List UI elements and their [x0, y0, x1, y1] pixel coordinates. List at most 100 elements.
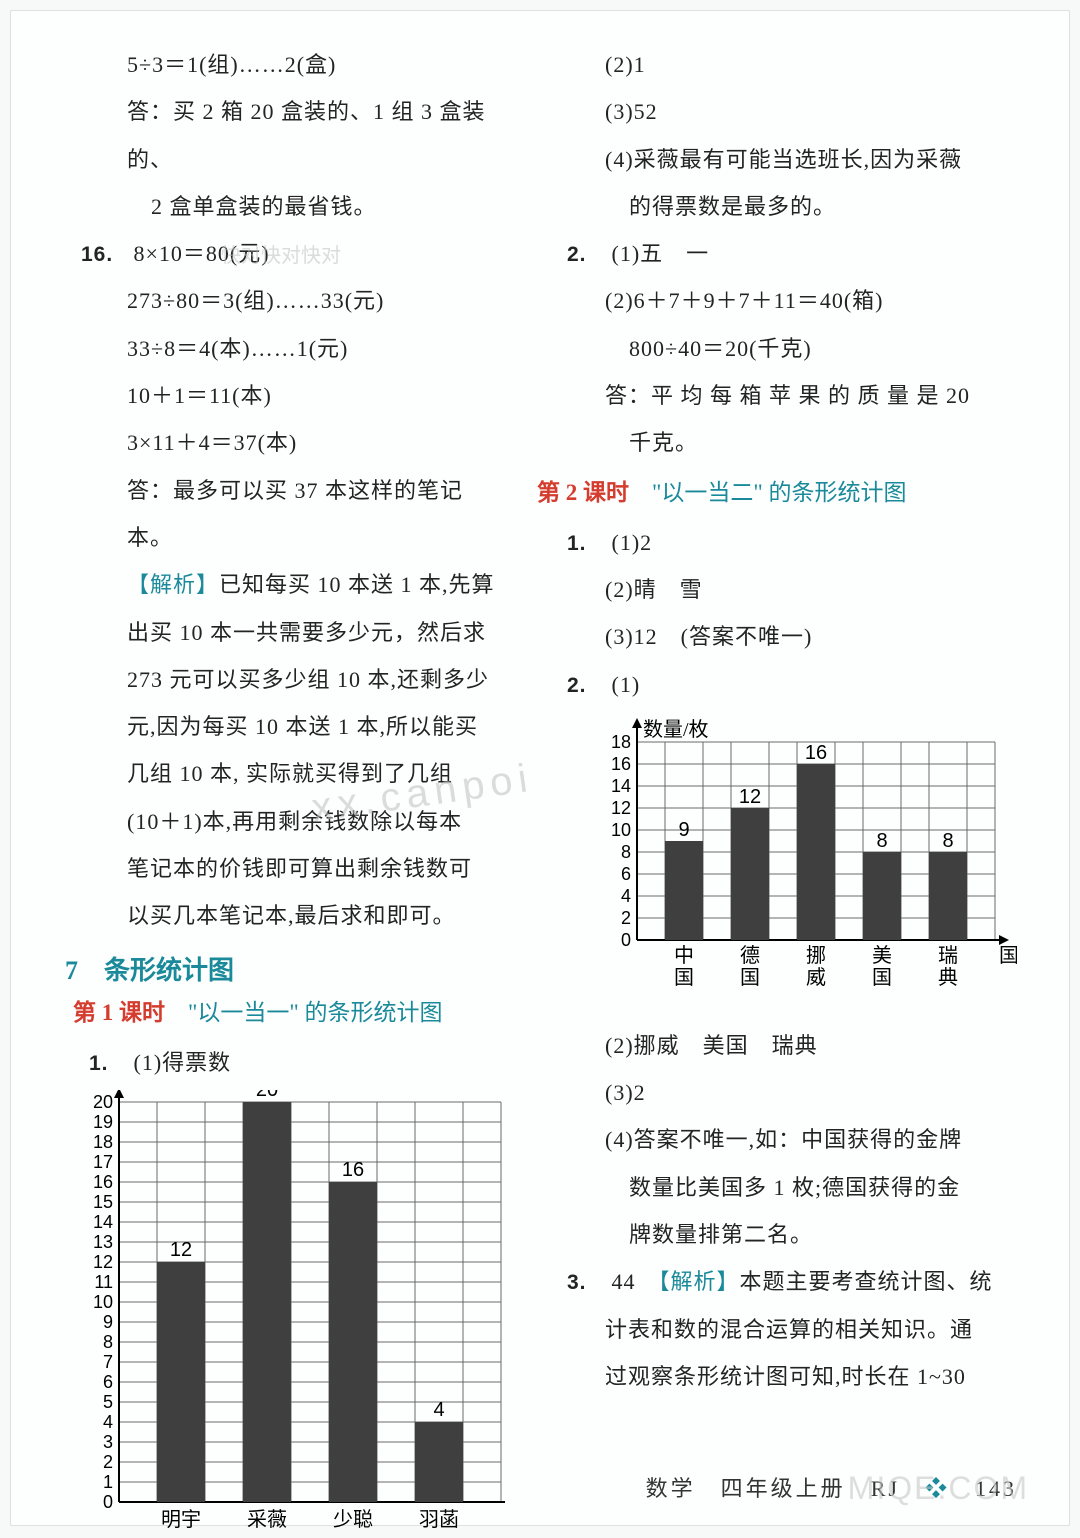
svg-text:美: 美 — [872, 944, 892, 967]
text-line: (4)采薇最有可能当选班长,因为采薇 — [557, 136, 1017, 183]
question-number: 1. — [567, 521, 605, 566]
text-line: 800÷40＝20(千克) — [557, 325, 1017, 372]
svg-text:12: 12 — [739, 786, 761, 808]
section-title: 7 条形统计图 — [65, 950, 505, 987]
analysis-line: 【解析】已知每买 10 本送 1 本,先算 — [79, 561, 505, 608]
svg-text:挪: 挪 — [806, 944, 826, 967]
text-line: (3)52 — [557, 88, 1017, 135]
text-line: 答：买 2 箱 20 盒装的、1 组 3 盒装的、 — [79, 88, 505, 183]
lesson-number: 第 2 课时 — [537, 480, 629, 505]
svg-text:12: 12 — [170, 1239, 192, 1261]
svg-text:12: 12 — [611, 798, 631, 818]
svg-text:7: 7 — [103, 1352, 113, 1372]
page-footer: 数学 四年级上册 RJ ❖ 143 — [646, 1471, 1017, 1503]
text-line: 答：最多可以买 37 本这样的笔记本。 — [79, 467, 505, 562]
text-line: 元,因为每买 10 本送 1 本,所以能买 — [79, 703, 505, 750]
text-line: (2)晴 雪 — [557, 566, 1017, 613]
svg-text:17: 17 — [93, 1152, 113, 1172]
text-line: 10＋1＝11(本) — [79, 372, 505, 419]
text-line: 1. (1)得票数 — [79, 1039, 505, 1086]
right-column: (2)1 (3)52 (4)采薇最有可能当选班长,因为采薇 的得票数是最多的。 … — [537, 41, 1047, 1505]
text-line: 笔记本的价钱即可算出剩余钱数可 — [79, 845, 505, 892]
text: (1)五 一 — [612, 241, 710, 266]
lesson-title: 第 2 课时 "以一当二" 的条形统计图 — [537, 473, 1017, 507]
svg-text:20: 20 — [93, 1092, 113, 1112]
svg-text:10: 10 — [93, 1292, 113, 1312]
analysis-label: 【解析】 — [127, 572, 219, 597]
footer-grade: 四年级上册 — [721, 1476, 846, 1501]
svg-text:8: 8 — [876, 830, 887, 852]
text: 已知每买 10 本送 1 本,先算 — [219, 572, 495, 597]
svg-text:国: 国 — [872, 967, 892, 989]
lesson-number: 第 1 课时 — [73, 1000, 165, 1025]
question-number: 2. — [567, 663, 605, 708]
text-line: 几组 10 本, 实际就买得到了几组 — [79, 750, 505, 797]
question-number: 2. — [567, 232, 605, 277]
svg-text:数量/枚: 数量/枚 — [643, 718, 709, 741]
svg-text:13: 13 — [93, 1232, 113, 1252]
text-line: 过观察条形统计图可知,时长在 1~30 — [557, 1353, 1017, 1400]
svg-text:8: 8 — [942, 830, 953, 852]
text-line: 出买 10 本一共需要多少元，然后求 — [79, 609, 505, 656]
bar-chart-votes: 1234567891011121314151617181920012明宇20采薇… — [75, 1090, 505, 1538]
text-line: 3. 44 【解析】本题主要考查统计图、统 — [557, 1258, 1017, 1305]
footer-edition: RJ — [871, 1476, 900, 1501]
svg-text:羽菡: 羽菡 — [419, 1508, 459, 1531]
text: (1) — [612, 672, 641, 697]
svg-text:中: 中 — [674, 944, 694, 967]
text-line: 的得票数是最多的。 — [557, 183, 1017, 230]
question-number: 16. — [81, 232, 127, 277]
text-line: 2. (1) — [557, 661, 1017, 708]
text-line: 数量比美国多 1 枚;德国获得的金 — [557, 1164, 1017, 1211]
page: 5÷3＝1(组)……2(盒) 答：买 2 箱 20 盒装的、1 组 3 盒装的、… — [10, 10, 1070, 1526]
text-line: 273 元可以买多少组 10 本,还剩多少 — [79, 656, 505, 703]
question-number: 3. — [567, 1260, 605, 1305]
lesson-name: "以一当一" 的条形统计图 — [165, 1000, 443, 1025]
svg-text:采薇: 采薇 — [247, 1508, 287, 1531]
text: 44 — [612, 1269, 659, 1294]
text-line: (2)6＋7＋9＋7＋11＝40(箱) — [557, 277, 1017, 324]
text-line: 以买几本笔记本,最后求和即可。 — [79, 892, 505, 939]
svg-text:11: 11 — [94, 1272, 113, 1292]
svg-text:3: 3 — [103, 1432, 113, 1452]
svg-text:6: 6 — [621, 864, 631, 884]
svg-text:9: 9 — [678, 819, 689, 841]
text-line: 5÷3＝1(组)……2(盒) — [79, 41, 505, 88]
text-line: 3×11＋4＝37(本) — [79, 419, 505, 466]
footer-subject: 数学 — [646, 1476, 696, 1501]
svg-text:8: 8 — [621, 842, 631, 862]
diamond-icon: ❖ — [925, 1476, 950, 1501]
svg-text:德: 德 — [740, 944, 760, 967]
text: 本题主要考查统计图、统 — [740, 1269, 993, 1294]
text-line: 2. (1)五 一 — [557, 230, 1017, 277]
svg-text:18: 18 — [611, 732, 631, 752]
svg-text:国: 国 — [674, 967, 694, 989]
svg-text:15: 15 — [93, 1192, 113, 1212]
text-line: 2 盒单盒装的最省钱。 — [79, 183, 505, 230]
svg-text:少聪: 少聪 — [333, 1508, 373, 1531]
text-line: (10＋1)本,再用剩余钱数除以每本 — [79, 798, 505, 845]
chart-svg: 1234567891011121314151617181920012明宇20采薇… — [75, 1090, 505, 1538]
bar-chart-medals: 数量/枚0246810121416189中国12德国16挪威8美国8瑞典国家 — [597, 716, 1017, 1016]
text-line: 273÷80＝3(组)……33(元) — [79, 277, 505, 324]
text-line: 1. (1)2 — [557, 519, 1017, 566]
chart-svg: 数量/枚0246810121416189中国12德国16挪威8美国8瑞典国家 — [597, 716, 1017, 1016]
svg-text:19: 19 — [93, 1112, 113, 1132]
text-line: 33÷8＝4(本)……1(元) — [79, 325, 505, 372]
svg-text:典: 典 — [938, 966, 958, 989]
svg-text:18: 18 — [93, 1132, 113, 1152]
text-line: 牌数量排第二名。 — [557, 1211, 1017, 1258]
svg-text:16: 16 — [805, 742, 827, 764]
svg-text:16: 16 — [342, 1159, 364, 1181]
svg-text:2: 2 — [103, 1452, 113, 1472]
text-line: 计表和数的混合运算的相关知识。通 — [557, 1306, 1017, 1353]
svg-text:瑞: 瑞 — [938, 944, 958, 967]
text-line: (4)答案不唯一,如：中国获得的金牌 — [557, 1116, 1017, 1163]
text-line: 答：平 均 每 箱 苹 果 的 质 量 是 20 — [557, 372, 1017, 419]
page-number: 143 — [975, 1476, 1017, 1501]
svg-text:14: 14 — [611, 776, 631, 796]
svg-text:2: 2 — [621, 908, 631, 928]
svg-text:1: 1 — [103, 1472, 113, 1492]
svg-text:6: 6 — [103, 1372, 113, 1392]
left-column: 5÷3＝1(组)……2(盒) 答：买 2 箱 20 盒装的、1 组 3 盒装的、… — [39, 41, 525, 1505]
